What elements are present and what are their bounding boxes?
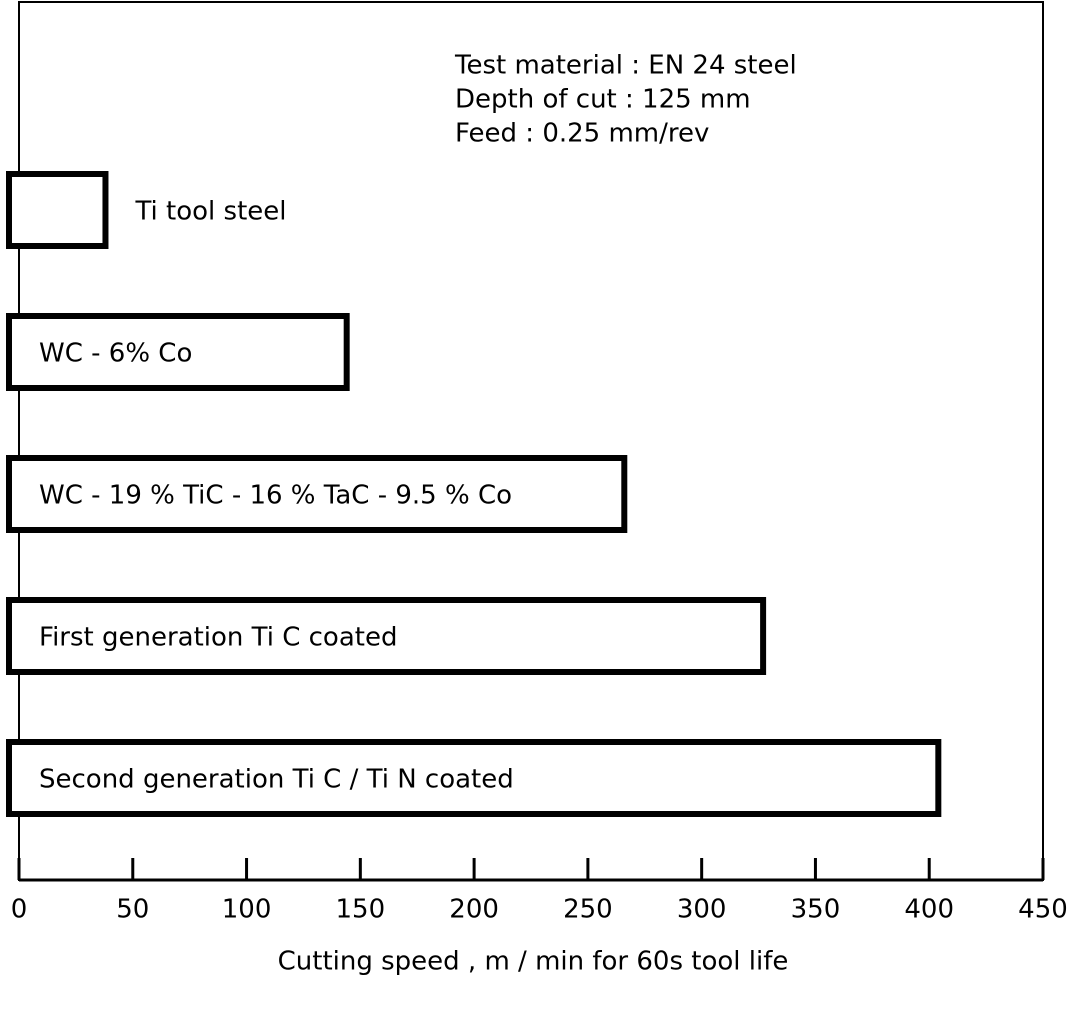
x-tick-label: 350 xyxy=(791,895,841,925)
bar xyxy=(6,739,942,817)
x-tick-label: 450 xyxy=(1018,895,1068,925)
bar xyxy=(6,597,767,675)
x-tick-label: 200 xyxy=(449,895,499,925)
bar-label: WC - 6% Co xyxy=(39,339,192,369)
annotation: Test material : EN 24 steel xyxy=(454,51,797,81)
annotation: Feed : 0.25 mm/rev xyxy=(455,119,709,149)
bar xyxy=(6,171,109,249)
x-tick-label: 250 xyxy=(563,895,613,925)
bar xyxy=(6,313,350,391)
x-tick-label: 50 xyxy=(116,895,149,925)
x-tick-label: 0 xyxy=(11,895,28,925)
bar-label: Second generation Ti C / Ti N coated xyxy=(39,765,514,795)
x-tick-label: 150 xyxy=(336,895,386,925)
x-tick-label: 400 xyxy=(904,895,954,925)
bar-label: First generation Ti C coated xyxy=(39,623,397,653)
annotation: Depth of cut : 125 mm xyxy=(455,85,751,115)
bar xyxy=(6,455,628,533)
x-axis-label: Cutting speed , m / min for 60s tool lif… xyxy=(278,947,789,977)
bar-label: Ti tool steel xyxy=(134,197,286,227)
bar-label: WC - 19 % TiC - 16 % TaC - 9.5 % Co xyxy=(39,481,512,511)
x-tick-label: 300 xyxy=(677,895,727,925)
x-tick-label: 100 xyxy=(222,895,272,925)
